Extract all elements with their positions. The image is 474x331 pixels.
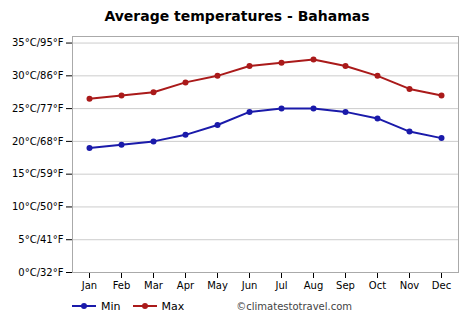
html-text:Max: Max [161, 299, 185, 313]
svg-text:Aug: Aug [304, 280, 324, 291]
html-text:Average temperatures - Bahamas: Average temperatures - Bahamas [104, 8, 370, 24]
svg-text:Oct: Oct [369, 280, 386, 291]
svg-text:0°C/32°F: 0°C/32°F [18, 267, 63, 278]
svg-text:Sep: Sep [336, 280, 355, 291]
svg-text:30°C/86°F: 30°C/86°F [12, 70, 64, 81]
svg-text:10°C/50°F: 10°C/50°F [12, 201, 64, 212]
html-text:©climatestotravel.com: ©climatestotravel.com [236, 300, 353, 312]
svg-text:35°C/95°F: 35°C/95°F [12, 37, 64, 48]
svg-text:20°C/68°F: 20°C/68°F [12, 136, 64, 147]
svg-text:Jun: Jun [241, 280, 258, 291]
svg-text:Feb: Feb [113, 280, 131, 291]
svg-text:Mar: Mar [144, 280, 164, 291]
html-text:Min: Min [101, 299, 121, 313]
svg-text:May: May [207, 280, 228, 291]
svg-text:Jul: Jul [274, 280, 287, 291]
svg-text:Jan: Jan [81, 280, 97, 291]
svg-text:15°C/59°F: 15°C/59°F [12, 168, 64, 179]
svg-text:25°C/77°F: 25°C/77°F [12, 103, 64, 114]
svg-text:Dec: Dec [432, 280, 451, 291]
svg-text:5°C/41°F: 5°C/41°F [18, 234, 63, 245]
svg-text:Nov: Nov [400, 280, 420, 291]
svg-text:Apr: Apr [177, 280, 195, 291]
